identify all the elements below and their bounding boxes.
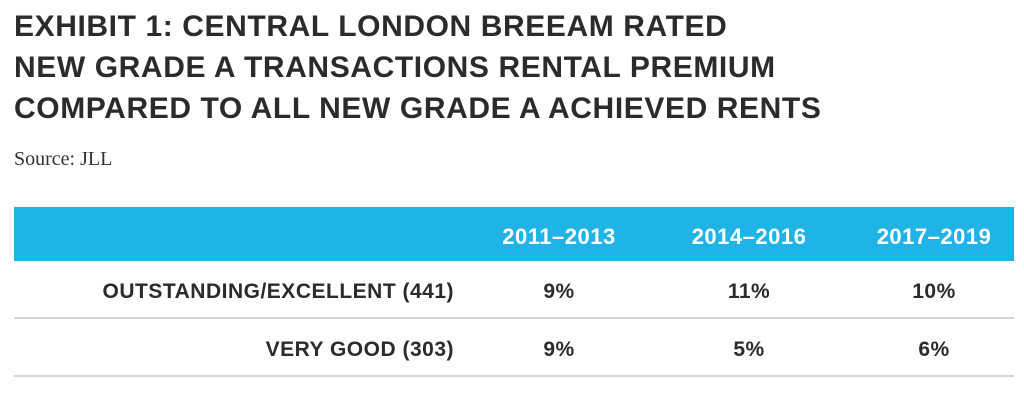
column-header-2011-2013: 2011–2013	[502, 224, 616, 249]
row-label-very-good: VERY GOOD (303)	[265, 338, 454, 361]
title-line-3: COMPARED TO ALL NEW GRADE A ACHIEVED REN…	[14, 92, 822, 125]
table-header-row: 2011–2013 2014–2016 2017–2019	[14, 207, 1014, 261]
column-header-2017-2019: 2017–2019	[876, 224, 992, 249]
table-cell: 9%	[543, 280, 575, 303]
table-cell: 11%	[727, 280, 771, 303]
table-cell: 5%	[733, 338, 765, 361]
table-cell: 9%	[543, 338, 575, 361]
row-label-outstanding-excellent: OUTSTANDING/EXCELLENT (441)	[102, 280, 454, 303]
table-row: OUTSTANDING/EXCELLENT (441) 9% 11% 10%	[14, 261, 1014, 319]
exhibit-title: EXHIBIT 1: CENTRAL LONDON BREEAM RATED N…	[14, 6, 821, 129]
rental-premium-table: 2011–2013 2014–2016 2017–2019 OUTSTANDIN…	[14, 207, 1014, 377]
title-line-2: NEW GRADE A TRANSACTIONS RENTAL PREMIUM	[14, 51, 776, 84]
column-header-2014-2016: 2014–2016	[691, 224, 807, 249]
table-row: VERY GOOD (303) 9% 5% 6%	[14, 319, 1014, 377]
table-cell: 10%	[912, 280, 956, 303]
table-cell: 6%	[918, 338, 950, 361]
title-line-1: EXHIBIT 1: CENTRAL LONDON BREEAM RATED	[14, 10, 728, 43]
source-note: Source: JLL	[14, 148, 113, 170]
